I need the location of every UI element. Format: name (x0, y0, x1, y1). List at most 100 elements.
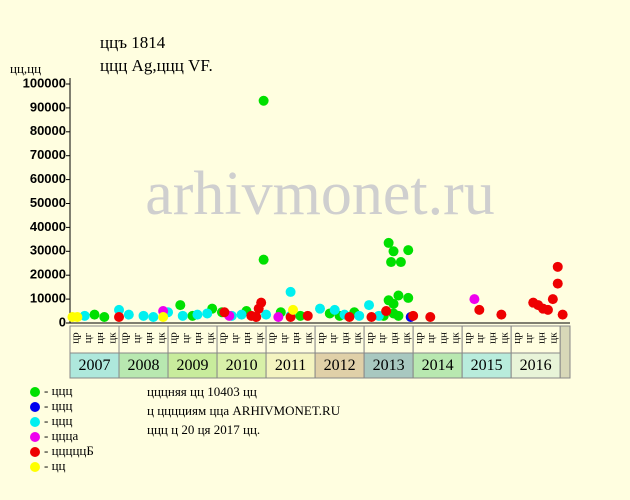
point (288, 304, 299, 315)
point (552, 261, 563, 272)
point (364, 300, 375, 311)
point (395, 257, 406, 268)
quarter-label: цн (94, 332, 106, 344)
point (236, 309, 247, 320)
quarter-cell (363, 325, 414, 354)
point (72, 312, 83, 323)
legend-marker (30, 417, 40, 427)
quarter-label: цр (413, 332, 425, 344)
quarter-label: цг (131, 332, 143, 343)
point (253, 303, 264, 314)
point (315, 303, 325, 314)
point (469, 294, 480, 305)
y-tick-label: 0 (59, 314, 66, 329)
quarter-label: цн (486, 332, 498, 344)
point (114, 304, 125, 315)
point (381, 306, 392, 317)
y-axis-label: цц,цц (10, 61, 41, 76)
quarter-cell (510, 325, 561, 354)
quarter-label: цр (511, 332, 523, 344)
x-tick-label: 2009 (177, 357, 209, 374)
y-tick-label: 90000 (30, 99, 66, 114)
quarter-label: цг (376, 332, 388, 343)
point (175, 300, 186, 311)
y-tick-label: 60000 (30, 171, 66, 186)
point (552, 278, 563, 289)
y-tick-label: 40000 (30, 219, 66, 234)
point (123, 309, 134, 320)
point (114, 312, 125, 323)
y-tick-label: 30000 (30, 243, 66, 258)
x-tick-label: 2014 (422, 357, 454, 374)
quarter-label: цк (204, 332, 216, 344)
year-cell (216, 352, 267, 379)
point (329, 304, 340, 315)
quarter-label: цр (70, 332, 82, 344)
quarter-label: цр (462, 332, 474, 344)
year-cell (118, 352, 169, 379)
year-cell (265, 352, 316, 379)
quarter-label: цк (499, 332, 511, 344)
quarter-label: цг (327, 332, 339, 343)
point (177, 310, 188, 321)
point (219, 307, 230, 318)
quarter-cell (167, 325, 218, 354)
point (138, 310, 149, 321)
note: цццняя цц 10403 цц (147, 384, 257, 399)
quarter-cell (118, 325, 169, 354)
y-tick-label: 80000 (30, 123, 66, 138)
quarter-cell (461, 325, 512, 354)
point (261, 309, 272, 320)
point (474, 304, 485, 315)
x-tick-label: 2008 (128, 357, 160, 374)
x-tick-label: 2011 (275, 357, 306, 374)
point (388, 298, 399, 309)
point (89, 309, 100, 320)
point (403, 245, 414, 256)
y-tick-label: 50000 (30, 195, 66, 210)
year-cell (167, 352, 218, 379)
quarter-label: цр (217, 332, 229, 344)
quarter-label: цн (192, 332, 204, 344)
quarter-label: цг (278, 332, 290, 343)
quarter-label: цк (450, 332, 462, 344)
quarter-label: цк (253, 332, 265, 344)
quarter-label: цр (119, 332, 131, 344)
quarter-label: цг (425, 332, 437, 343)
y-tick-label: 70000 (30, 147, 66, 162)
quarter-label: цн (388, 332, 400, 344)
legend-marker (30, 447, 40, 457)
point (158, 312, 169, 323)
point (393, 310, 404, 321)
legend-marker (30, 387, 40, 397)
point (557, 309, 568, 320)
quarter-cell (265, 325, 316, 354)
point (344, 312, 355, 323)
quarter-label: цн (339, 332, 351, 344)
quarter-label: цн (437, 332, 449, 344)
quarter-label: цг (82, 332, 94, 343)
point (373, 310, 384, 321)
point (403, 292, 414, 303)
y-tick-label: 10000 (30, 291, 66, 306)
x-tick-label: 2013 (373, 357, 405, 374)
point (366, 312, 377, 323)
point (388, 246, 399, 257)
x-tick-label: 2010 (226, 357, 258, 374)
point (258, 254, 269, 265)
quarter-label: цк (303, 332, 315, 344)
point (408, 310, 419, 321)
quarter-label: цн (143, 332, 155, 344)
watermark: arhivmonet.ru (145, 160, 495, 228)
quarter-label: цг (474, 332, 486, 343)
quarter-label: цн (241, 332, 253, 344)
legend-marker (30, 402, 40, 412)
point (79, 310, 90, 321)
point (192, 309, 203, 320)
chart-title: ццъ 1814 (100, 33, 166, 52)
point (542, 304, 553, 315)
quarter-label: цр (266, 332, 278, 344)
year-cell (461, 352, 512, 379)
legend-label: - ццц (44, 413, 72, 428)
